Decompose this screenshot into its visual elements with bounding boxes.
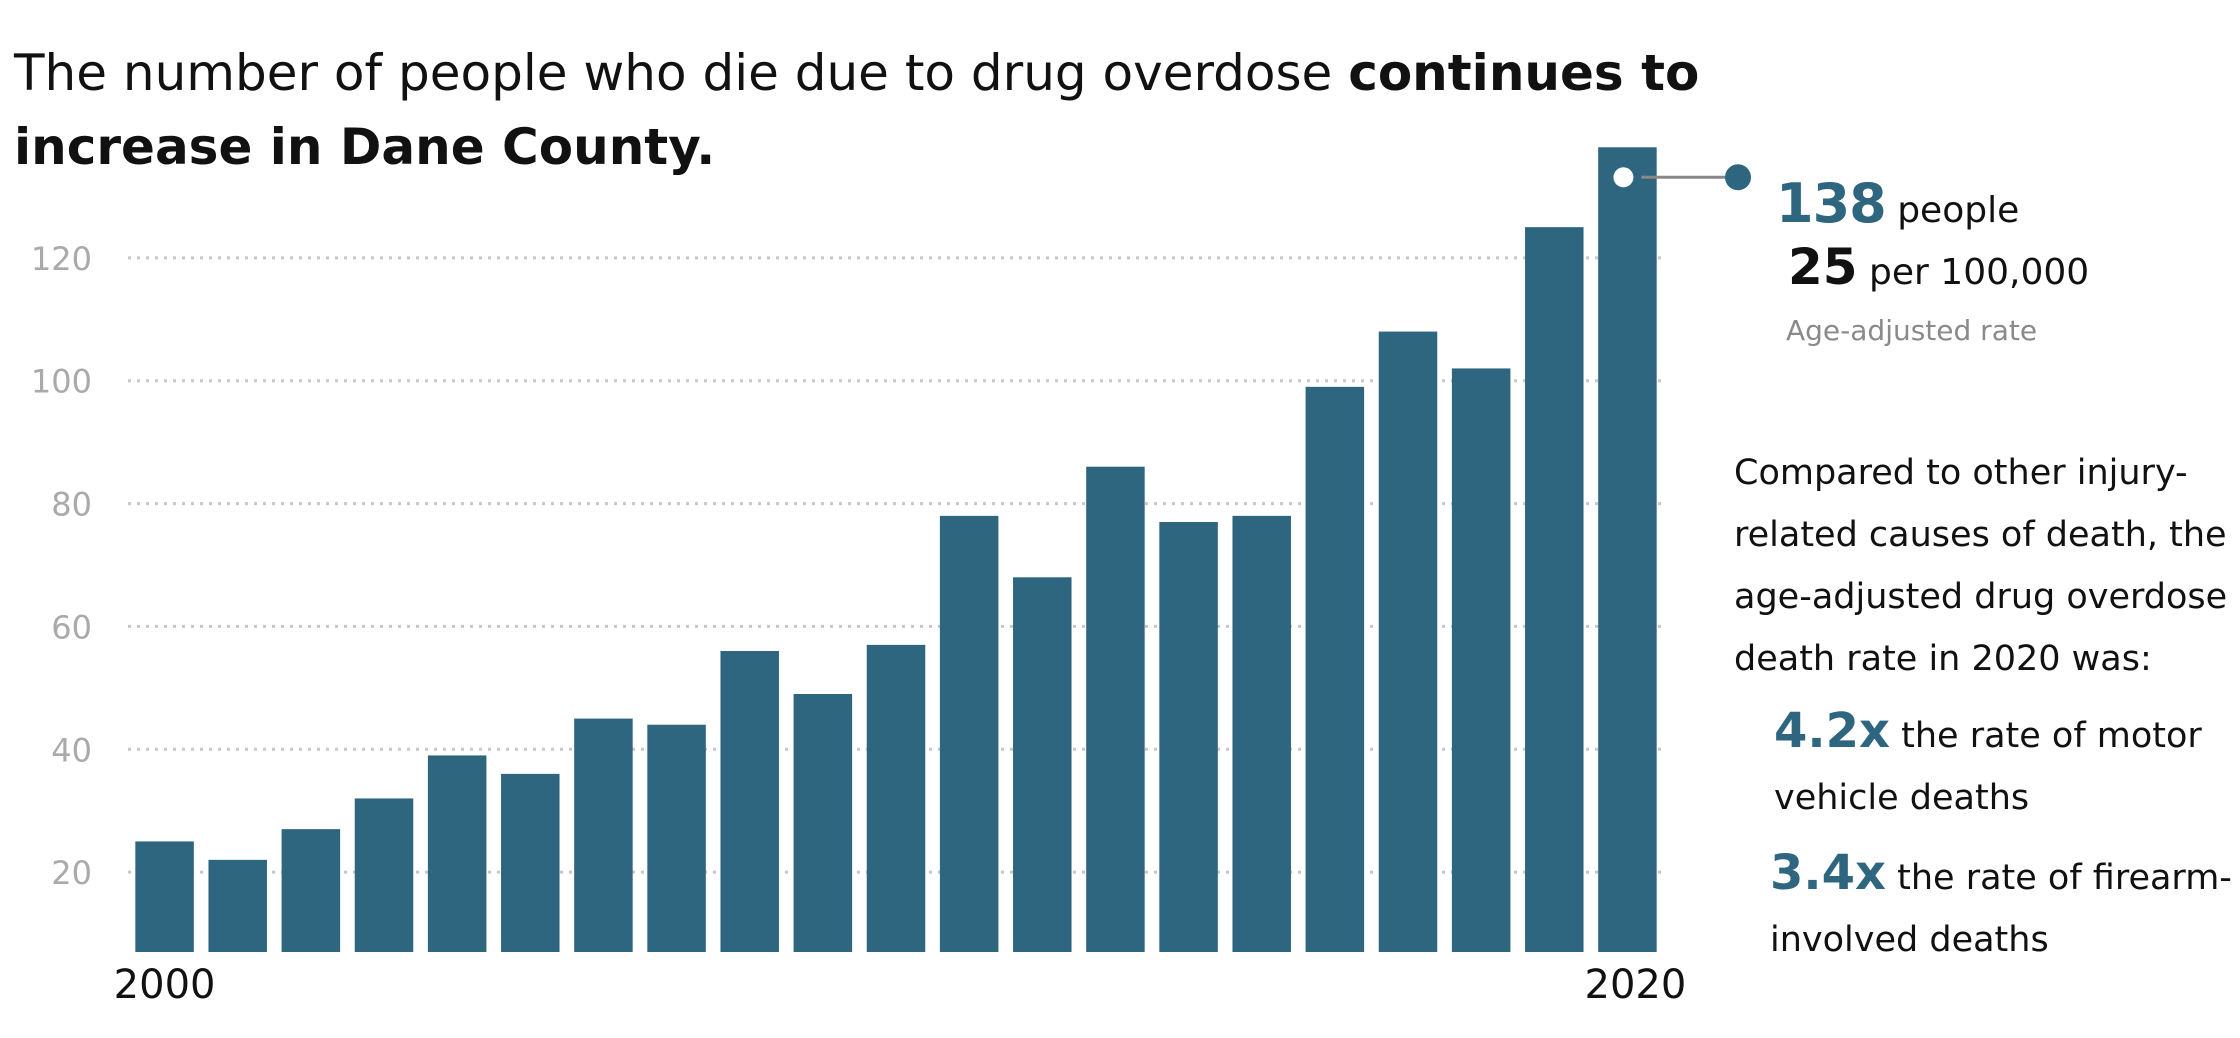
bar-2013: [1086, 466, 1145, 952]
bar-2003: [354, 798, 414, 952]
chart-title: The number of people who die due to drug…: [14, 36, 1754, 184]
y-tick-label: 40: [51, 731, 92, 769]
callout-count: 138 people: [1776, 172, 2019, 235]
bar-2014: [1159, 522, 1218, 952]
title-emphasis-2: increase in Dane County.: [14, 118, 716, 176]
callout-rate: 25 per 100,000: [1788, 238, 2089, 296]
x-tick-label: 2020: [1585, 962, 1687, 1008]
bar-2008: [720, 651, 779, 952]
x-tick-label: 2000: [114, 962, 216, 1008]
callout-marker-inner: [1613, 167, 1634, 188]
callout-count-unit: people: [1897, 190, 2020, 231]
title-emphasis-1: continues to: [1348, 44, 1700, 102]
fact-text: the rate of motor vehicle deaths: [1774, 716, 2202, 818]
bar-2007: [647, 724, 706, 952]
callout-rate-unit: per 100,000: [1869, 252, 2090, 293]
callout-rate-value: 25: [1788, 238, 1858, 296]
bar-2005: [501, 773, 560, 952]
y-tick-label: 120: [31, 240, 92, 278]
fact-multiplier: 3.4x: [1770, 845, 1886, 901]
comparison-intro: Compared to other injury-related causes …: [1734, 453, 2228, 679]
bar-2004: [427, 755, 487, 952]
bar-2001: [208, 859, 267, 952]
bar-2006: [574, 718, 633, 952]
bar-2002: [281, 829, 341, 952]
y-tick-label: 20: [51, 854, 92, 892]
title-text: The number of people who die due to drug…: [14, 44, 1349, 102]
y-tick-label: 100: [31, 363, 92, 401]
bar-2011: [939, 515, 999, 952]
callout-count-value: 138: [1776, 172, 1887, 235]
callout-marker-dot: [1725, 164, 1751, 191]
bar-2018: [1451, 368, 1511, 952]
bar-2009: [793, 694, 853, 952]
bar-2010: [866, 644, 926, 952]
bar-2017: [1378, 331, 1438, 953]
comparison-fact-motor-vehicle: 4.2x the rate of motor vehicle deaths: [1774, 700, 2240, 829]
y-tick-label: 80: [51, 486, 92, 524]
bar-2000: [135, 841, 194, 952]
bar-2015: [1232, 515, 1291, 952]
comparison-fact-firearm: 3.4x the rate of firearm-involved deaths: [1770, 842, 2240, 971]
bar-2020: [1598, 147, 1657, 953]
bar-2012: [1013, 577, 1072, 952]
callout-rate-note: Age-adjusted rate: [1786, 314, 2038, 347]
y-tick-label: 60: [51, 608, 92, 646]
bar-2019: [1525, 227, 1584, 953]
bar-2016: [1305, 386, 1365, 952]
fact-text: the rate of firearm-involved deaths: [1770, 858, 2232, 960]
fact-multiplier: 4.2x: [1774, 703, 1890, 759]
